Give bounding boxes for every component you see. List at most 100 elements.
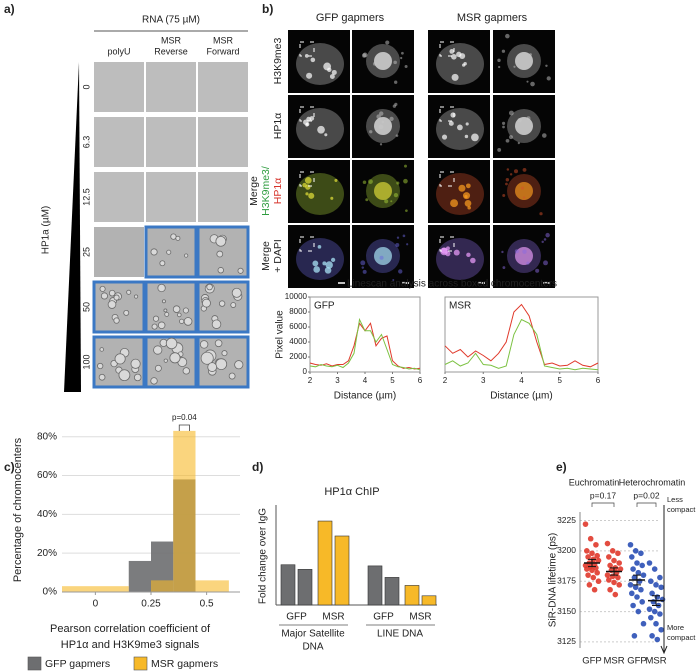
data-point: [635, 569, 642, 576]
chart-title: GFP: [314, 301, 335, 312]
group-label: LINE DNA: [377, 629, 423, 640]
series-label: GFP: [373, 612, 394, 623]
data-point: [638, 550, 644, 557]
annotation: p=0.02: [633, 490, 660, 500]
data-point: [649, 633, 655, 639]
box-marker: [439, 171, 455, 187]
zoom-core: [515, 182, 533, 200]
data-point: [631, 574, 638, 581]
data-point: [595, 557, 602, 564]
speckle: [392, 278, 395, 281]
micrograph-tile: [94, 117, 144, 167]
speckle: [390, 200, 393, 203]
error-bar: [610, 567, 618, 576]
speckle: [509, 135, 513, 140]
data-point: [615, 574, 621, 581]
y-tick-label: 3200: [557, 545, 576, 555]
speckle: [513, 169, 519, 174]
chromocenter: [305, 122, 310, 126]
group-label: DNA: [302, 642, 323, 653]
row-label: 25: [81, 247, 91, 257]
x-axis-label: Distance (µm): [334, 391, 396, 402]
x-tick-label: GFP: [582, 656, 602, 667]
droplet: [126, 289, 132, 295]
speckle: [517, 117, 522, 123]
droplet: [179, 318, 185, 324]
speckle: [360, 260, 366, 266]
droplet: [159, 260, 166, 267]
chromocenter: [451, 73, 459, 81]
histogram-bar: [195, 580, 229, 592]
y-tick-label: 3225: [557, 515, 576, 525]
column-group-header: RNA (75 µM): [142, 15, 200, 26]
y-tick-label: 6000: [289, 322, 307, 331]
speckle: [501, 49, 506, 53]
droplet: [182, 367, 190, 375]
micrograph-tile: [198, 172, 248, 222]
data-point: [630, 602, 636, 609]
micrograph-tile: [198, 62, 248, 112]
droplet: [231, 287, 242, 298]
data-point: [611, 557, 617, 564]
droplet: [234, 360, 244, 370]
speckle: [522, 168, 527, 172]
data-point: [585, 554, 591, 560]
droplet: [99, 285, 106, 292]
chromocenter: [308, 192, 315, 199]
speckle: [398, 269, 403, 274]
droplet: [113, 317, 120, 324]
droplet: [200, 351, 214, 365]
speckle: [394, 102, 398, 106]
group-label: Heterochromatin: [619, 477, 686, 487]
x-tick-label: 6: [596, 376, 601, 385]
x-tick-label: 2: [308, 376, 313, 385]
box-marker: [299, 106, 315, 122]
column-header: GFP gapmers: [316, 12, 385, 24]
box-marker: [439, 236, 455, 252]
x-tick-label: GFP: [627, 656, 647, 667]
series-line: [444, 318, 599, 371]
chromocenter: [330, 257, 336, 262]
droplet: [172, 305, 181, 313]
speckle: [403, 178, 408, 184]
y-tick-label: 8000: [289, 307, 307, 316]
data-point: [609, 548, 616, 554]
y-tick-label: 10000: [285, 292, 308, 301]
chromocenter: [313, 266, 321, 273]
data-point: [612, 591, 619, 598]
bar: [367, 565, 383, 606]
data-point: [593, 541, 599, 548]
chromocenter: [304, 54, 309, 58]
group-label: Euchromatin: [569, 477, 620, 487]
chart-title: MSR: [449, 301, 471, 312]
x-axis-label: Distance (µm): [490, 391, 552, 402]
data-point: [638, 586, 644, 593]
zoom-core: [374, 247, 392, 265]
data-point: [606, 554, 612, 560]
chromocenter: [459, 53, 466, 59]
y-axis-label: Pixel value: [275, 310, 286, 359]
speckle: [517, 141, 520, 145]
speckle: [385, 40, 390, 45]
speckle: [505, 182, 508, 186]
box-marker: [299, 171, 315, 187]
droplet: [108, 289, 116, 297]
chromocenter: [448, 120, 454, 126]
droplet: [163, 358, 168, 363]
chromocenter: [466, 252, 471, 258]
data-point: [640, 620, 647, 627]
droplet: [176, 312, 182, 318]
chromocenter: [465, 183, 471, 189]
chromocenter: [471, 133, 479, 142]
speckle: [497, 58, 501, 63]
data-point: [654, 594, 661, 600]
droplet: [207, 362, 218, 372]
note: compact: [667, 505, 696, 514]
droplet: [98, 373, 106, 381]
significance-bracket: [636, 502, 657, 507]
speckle: [530, 81, 535, 87]
x-tick-label: 6: [418, 376, 423, 385]
data-point: [630, 566, 636, 572]
row-label: + DAPI: [272, 239, 284, 273]
speckle: [522, 196, 526, 199]
